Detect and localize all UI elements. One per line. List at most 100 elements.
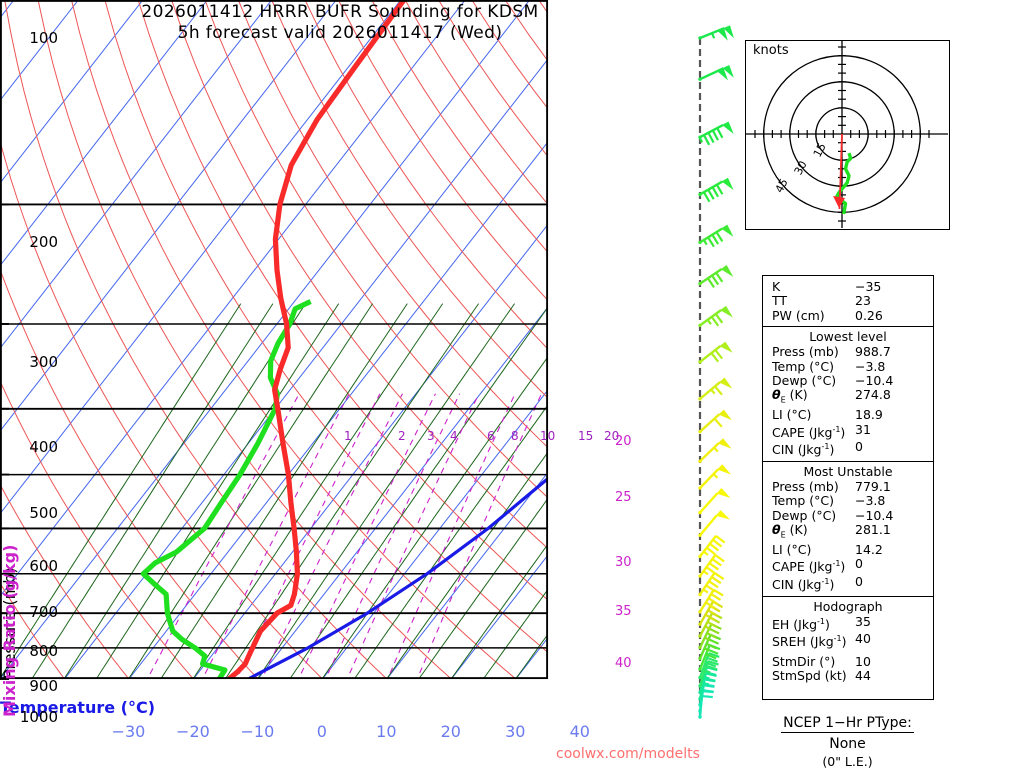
mixing-ratio-top-label-1: 1 <box>344 429 352 443</box>
hodograph-stats-row: SREH (Jkg-1) 40 <box>763 632 933 650</box>
ptype-heading: NCEP 1−Hr PType: <box>781 715 914 733</box>
wind-barb <box>699 464 732 489</box>
hodograph-stats-row: StmDir (°) 10 <box>763 653 933 669</box>
stats-value: 281.1 <box>855 522 891 538</box>
mixing-ratio-line <box>261 393 403 679</box>
mixing-ratio-line <box>387 393 516 679</box>
mixing-ratio-top-label-8: 8 <box>511 429 519 443</box>
storm-motion-vector <box>838 133 843 210</box>
moist-adiabat-line <box>418 497 548 679</box>
stats-value: 44 <box>855 668 871 684</box>
isotherm-line <box>257 306 548 679</box>
mixing-ratio-right-label-35: 35 <box>615 604 632 619</box>
lowest-level-row: CIN (Jkg-1) 0 <box>763 440 933 458</box>
stats-value: 988.7 <box>855 344 891 360</box>
parcel-path-curve <box>247 476 548 679</box>
pressure-tick-500: 500 <box>29 503 58 522</box>
wind-barb <box>698 660 719 687</box>
storm-motion-arrowhead <box>833 196 845 208</box>
dry-adiabat-line <box>271 0 548 399</box>
stats-key: Dewp (°C) <box>772 507 837 523</box>
stats-value: 10 <box>855 653 871 669</box>
stats-value: 35 <box>855 613 871 629</box>
mixing-ratio-right-label-25: 25 <box>615 490 632 505</box>
pressure-tick-900: 900 <box>29 676 58 695</box>
stats-value: 779.1 <box>855 478 891 494</box>
most-unstable-row: CIN (Jkg-1) 0 <box>763 573 933 593</box>
hodograph-stats-row: EH (Jkg-1) 35 <box>763 613 933 633</box>
hodograph-ring-label-15: 15 <box>811 141 829 159</box>
most-unstable-row: LI (°C) 14.2 <box>763 542 933 557</box>
stats-value: −35 <box>855 279 882 294</box>
stats-key: StmDir (°) <box>772 653 836 669</box>
stats-key: LI (°C) <box>772 407 812 423</box>
page-title: 2026011412 HRRR BUFR Sounding for KDSM 5… <box>0 2 680 44</box>
temperature-axis-title: Temperature (°C) <box>0 698 156 717</box>
pressure-tick-800: 800 <box>29 642 58 661</box>
moist-adiabat-line <box>515 633 548 679</box>
stats-section-indices: K −35 TT 23 PW (cm) 0.26 <box>763 276 933 328</box>
lowest-level-row: Press (mb) 988.7 <box>763 344 933 360</box>
stats-value: 23 <box>855 293 871 309</box>
wind-barb <box>699 25 734 41</box>
hodograph-units-label: knots <box>753 43 789 58</box>
wind-barb <box>699 438 732 463</box>
isotherm-line <box>0 0 530 679</box>
wind-barb <box>699 224 734 248</box>
temperature-tick--10: −10 <box>240 722 275 741</box>
hodograph-ring-label-30: 30 <box>792 159 810 177</box>
stats-key: PW (cm) <box>772 307 825 323</box>
pressure-tick-700: 700 <box>29 602 58 621</box>
stats-key: TT <box>772 293 788 309</box>
stats-key: Press (mb) <box>772 344 839 360</box>
skewt-diagram[interactable] <box>0 0 549 680</box>
stats-value: −3.8 <box>855 358 886 374</box>
wind-barb <box>698 652 720 679</box>
hodograph-stats-row: StmSpd (kt) 44 <box>763 668 933 684</box>
mixing-ratio-top-label-10: 10 <box>540 429 556 443</box>
ptype-panel: NCEP 1−Hr PType: None (0" L.E.) <box>745 712 950 769</box>
stats-value: 14.2 <box>855 542 883 557</box>
pressure-tick-1000: 1000 <box>19 708 58 726</box>
stats-value: 18.9 <box>855 407 883 423</box>
stats-key: CIN (Jkg-1) <box>772 442 835 458</box>
temperature-tick--20: −20 <box>176 722 210 741</box>
mixing-ratio-top-label-3: 3 <box>427 429 435 443</box>
mixing-ratio-line <box>346 393 480 679</box>
lowest-level-row: LI (°C) 18.9 <box>763 407 933 423</box>
temperature-tick-10: 10 <box>376 722 397 741</box>
wind-barb <box>699 409 732 433</box>
hodograph-ring-label-45: 45 <box>773 177 791 195</box>
index-row: K −35 <box>763 279 933 294</box>
isotherm-line <box>0 0 208 267</box>
mixing-ratio-line <box>297 393 436 679</box>
stats-value: 0 <box>855 439 863 455</box>
stats-section-hodograph: Hodograph EH (Jkg-1) 35 SREH (Jkg-1) 40 StmDi… <box>763 597 933 684</box>
dewpoint-curve <box>140 299 312 679</box>
stats-value: −10.4 <box>855 507 894 523</box>
mixing-ratio-right-label-40: 40 <box>615 656 632 671</box>
mixing-ratio-line <box>416 393 542 679</box>
dry-adiabat-line <box>0 379 194 679</box>
stats-value: 31 <box>855 421 871 437</box>
temperature-tick-20: 20 <box>440 722 461 741</box>
mixing-ratio-right-label-20: 20 <box>615 434 632 449</box>
stats-value: 0 <box>855 573 863 589</box>
stats-key: CAPE (Jkg-1) <box>772 424 846 440</box>
skewt-canvas[interactable] <box>0 0 549 680</box>
hodograph-panel[interactable]: knots 15 30 45 <box>745 40 950 230</box>
isotherm-line <box>0 0 144 184</box>
wind-barb <box>699 65 734 81</box>
stats-value: 40 <box>855 631 871 647</box>
credit-watermark: coolwx.com/modelts <box>556 746 700 762</box>
mixing-ratio-right-label-30: 30 <box>615 555 632 570</box>
temperature-curve <box>227 0 406 679</box>
lowest-level-row: θE (K) 274.8 <box>763 388 933 408</box>
moist-adiabat-line <box>482 588 548 679</box>
stats-key: StmSpd (kt) <box>772 668 847 684</box>
wind-barb <box>699 572 725 596</box>
mixing-ratio-line <box>201 393 350 679</box>
stats-section-most-unstable: Most Unstable Press (mb) 779.1 Temp (°C) −3.… <box>763 462 933 597</box>
stats-key: Temp (°C) <box>772 358 835 374</box>
